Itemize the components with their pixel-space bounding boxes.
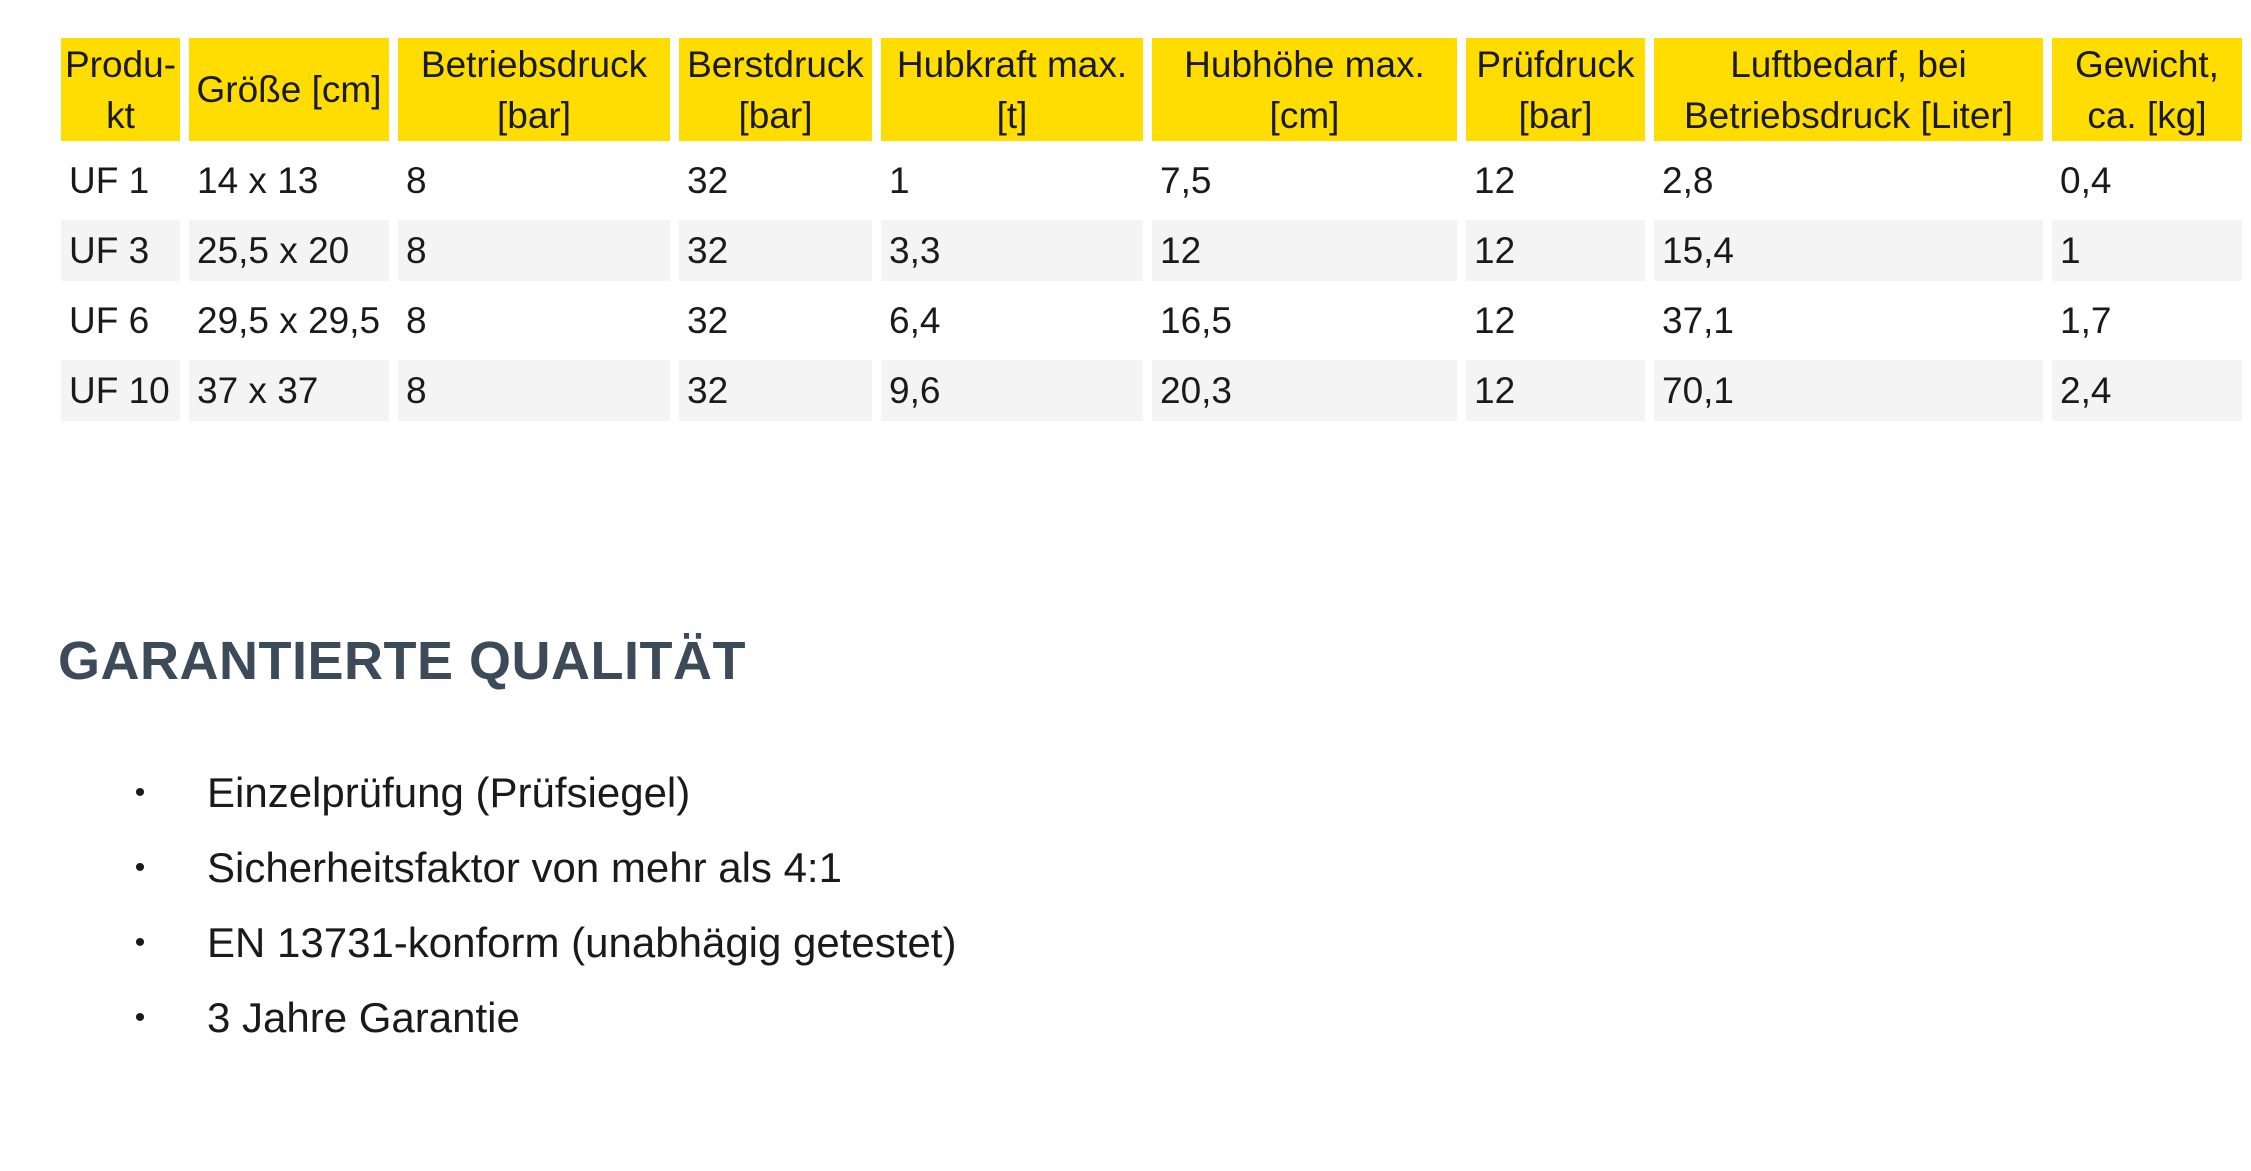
list-item: • 3 Jahre Garantie: [130, 980, 956, 1055]
cell-groesse: 37 x 37: [189, 360, 389, 421]
cell-luftbedarf: 2,8: [1662, 159, 1714, 201]
header-luftbedarf: Luftbedarf, bei Betriebsdruck [Liter]: [1654, 38, 2043, 141]
cell-berstdruck: 32: [687, 159, 729, 201]
cell-gewicht: 1,7: [2060, 299, 2112, 341]
list-item: • EN 13731-konform (unabhägig getestet): [130, 905, 957, 980]
cell-groesse: 25,5 x 20: [189, 220, 389, 281]
cell-hubhoehe: 16,5: [1160, 299, 1233, 341]
bullet-icon: •: [134, 776, 146, 809]
cell-berstdruck: 32: [687, 299, 729, 341]
cell-betriebsdruck: 8: [406, 159, 427, 201]
cell-produkt: UF 1: [69, 159, 150, 201]
cell-pruefdruck: 12: [1466, 220, 1645, 281]
cell-hubkraft: 3,3: [881, 220, 1143, 281]
list-item-text: EN 13731-konform (unabhägig getestet): [207, 919, 957, 966]
cell-berstdruck: 32: [679, 220, 872, 281]
cell-groesse: 29,5 x 29,5: [197, 299, 381, 341]
cell-betriebsdruck: 8: [406, 299, 427, 341]
list-item-text: Einzelprüfung (Prüfsiegel): [207, 769, 691, 816]
bullet-icon: •: [134, 926, 146, 959]
specifications-table: Produ­kt Größe [cm] Betriebsdruck [bar] …: [52, 29, 2251, 430]
header-hubhoehe: Hubhöhe max. [cm]: [1152, 38, 1457, 141]
header-hubkraft: Hubkraft max. [t]: [881, 38, 1143, 141]
cell-pruefdruck: 12: [1474, 159, 1516, 201]
list-item: • Einzelprüfung (Prüfsiegel): [130, 755, 956, 830]
header-berstdruck: Berstdruck [bar]: [679, 38, 872, 141]
cell-hubhoehe: 12: [1152, 220, 1457, 281]
list-item-text: 3 Jahre Garantie: [207, 994, 520, 1041]
table-header-row: Produ­kt Größe [cm] Betriebsdruck [bar] …: [61, 38, 2242, 141]
cell-luftbedarf: 37,1: [1662, 299, 1735, 341]
cell-hubkraft: 9,6: [881, 360, 1143, 421]
header-betriebsdruck: Betriebsdruck [bar]: [398, 38, 670, 141]
cell-pruefdruck: 12: [1474, 299, 1516, 341]
table-row: UF 3 25,5 x 20 8 32 3,3 12 12 15,4 1: [61, 220, 2242, 281]
cell-gewicht: 2,4: [2052, 360, 2242, 421]
section-title: GARANTIERTE QUALITÄT: [58, 631, 746, 691]
cell-produkt: UF 10: [61, 360, 180, 421]
cell-gewicht: 1: [2052, 220, 2242, 281]
header-gewicht: Gewicht, ca. [kg]: [2052, 38, 2242, 141]
cell-produkt: UF 6: [69, 299, 150, 341]
table-row: UF 1 14 x 13 8 32 1 7,5 12 2,8 0,4: [61, 150, 2242, 211]
header-pruefdruck: Prüfdruck [bar]: [1466, 38, 1645, 141]
cell-luftbedarf: 70,1: [1654, 360, 2043, 421]
cell-berstdruck: 32: [679, 360, 872, 421]
table-row: UF 10 37 x 37 8 32 9,6 20,3 12 70,1 2,4: [61, 360, 2242, 421]
bullet-icon: •: [134, 1001, 146, 1034]
cell-produkt: UF 3: [61, 220, 180, 281]
cell-betriebsdruck: 8: [398, 360, 670, 421]
cell-hubhoehe: 7,5: [1160, 159, 1212, 201]
cell-luftbedarf: 15,4: [1654, 220, 2043, 281]
header-produkt: Produ­kt: [61, 38, 180, 141]
cell-hubkraft: 1: [889, 159, 910, 201]
cell-gewicht: 0,4: [2060, 159, 2112, 201]
list-item-text: Sicherheitsfaktor von mehr als 4:1: [207, 844, 842, 891]
cell-hubhoehe: 20,3: [1152, 360, 1457, 421]
table-row: UF 6 29,5 x 29,5 8 32 6,4 16,5 12 37,1 1…: [61, 290, 2242, 351]
cell-hubkraft: 6,4: [889, 299, 941, 341]
bullet-icon: •: [134, 851, 146, 884]
feature-list: • Einzelprüfung (Prüfsiegel) • Sicherhei…: [130, 755, 957, 1055]
cell-betriebsdruck: 8: [398, 220, 670, 281]
cell-groesse: 14 x 13: [197, 159, 319, 201]
header-groesse: Größe [cm]: [189, 38, 389, 141]
list-item: • Sicherheitsfaktor von mehr als 4:1: [130, 830, 956, 905]
cell-pruefdruck: 12: [1466, 360, 1645, 421]
